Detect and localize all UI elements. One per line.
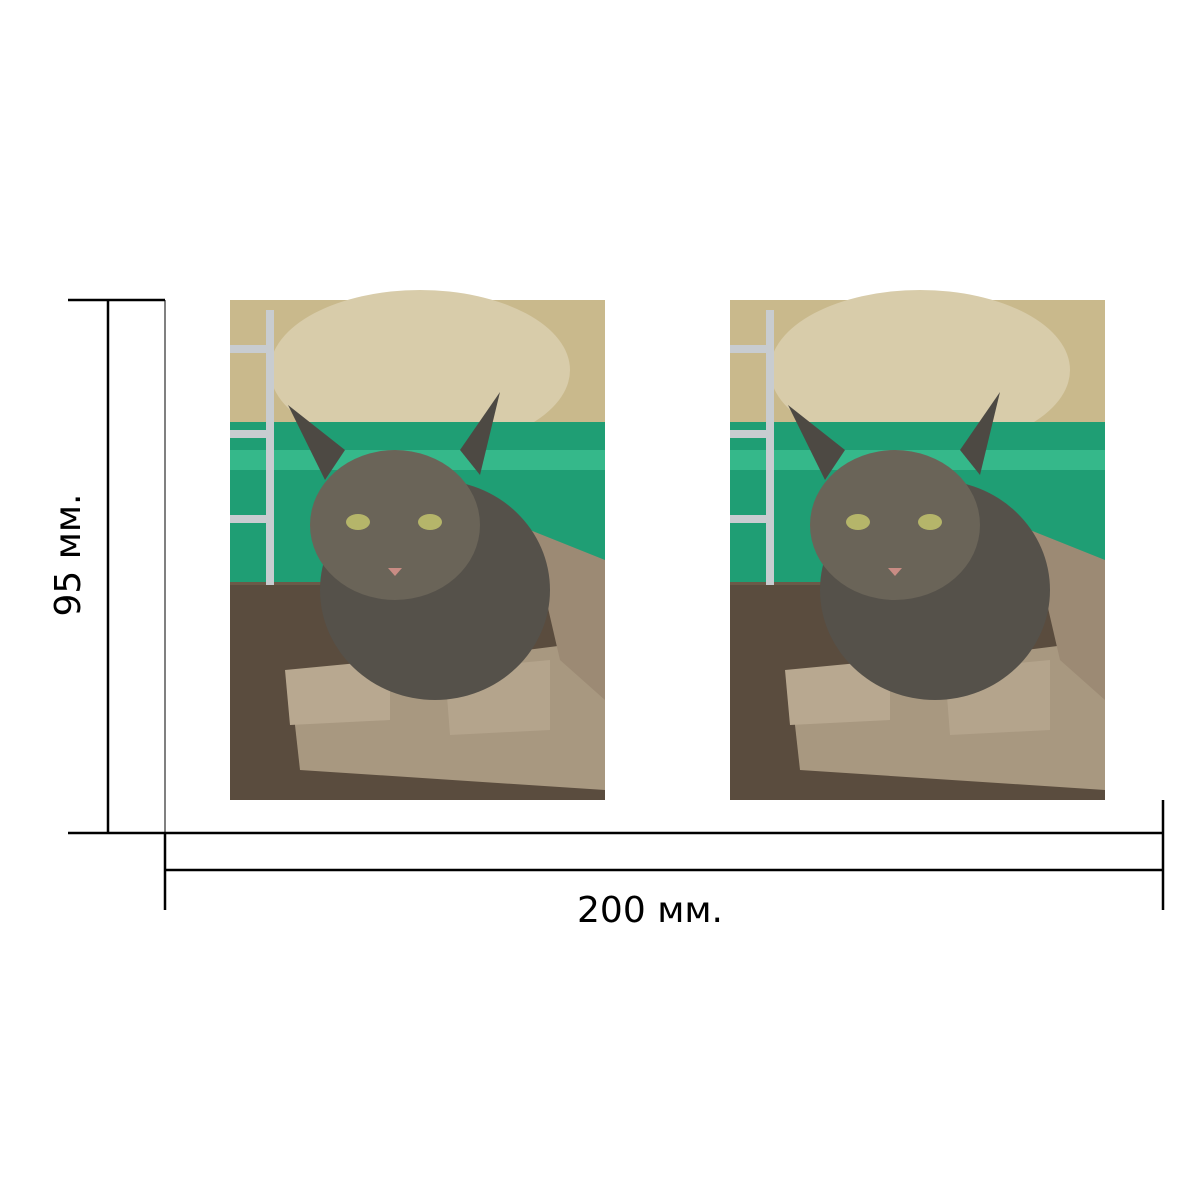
width-dimension: 200 мм. (163, 800, 1165, 931)
height-dimension: 95 мм. (48, 298, 166, 835)
width-label: 200 мм. (577, 890, 723, 931)
photo-left (230, 290, 605, 800)
height-label: 95 мм. (48, 493, 89, 616)
photo-right (730, 290, 1105, 800)
